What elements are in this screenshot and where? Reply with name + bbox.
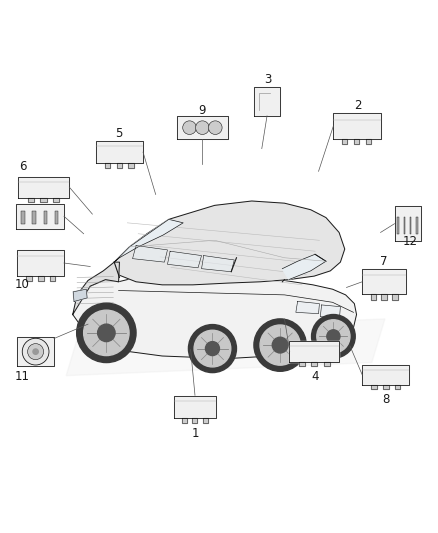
- Polygon shape: [174, 395, 216, 418]
- Polygon shape: [38, 276, 44, 281]
- Polygon shape: [362, 365, 410, 385]
- Polygon shape: [332, 113, 381, 139]
- Polygon shape: [53, 198, 60, 201]
- Circle shape: [28, 344, 44, 360]
- Bar: [416, 217, 417, 234]
- Polygon shape: [289, 341, 339, 362]
- Bar: [403, 217, 405, 234]
- Text: 5: 5: [115, 127, 122, 140]
- Text: 9: 9: [199, 104, 206, 117]
- Polygon shape: [28, 198, 34, 201]
- Polygon shape: [114, 201, 345, 285]
- Circle shape: [327, 330, 340, 343]
- Polygon shape: [254, 87, 280, 116]
- Circle shape: [84, 310, 129, 356]
- Polygon shape: [73, 275, 357, 358]
- Polygon shape: [203, 418, 208, 423]
- Polygon shape: [395, 385, 400, 389]
- Polygon shape: [117, 164, 122, 168]
- Polygon shape: [311, 362, 317, 366]
- Polygon shape: [105, 164, 110, 168]
- Bar: [44, 211, 47, 224]
- Circle shape: [196, 121, 209, 134]
- Polygon shape: [128, 164, 134, 168]
- Polygon shape: [371, 294, 376, 300]
- Polygon shape: [353, 139, 360, 143]
- Polygon shape: [26, 276, 32, 281]
- Polygon shape: [192, 418, 198, 423]
- Polygon shape: [371, 385, 377, 389]
- Polygon shape: [182, 418, 187, 423]
- Polygon shape: [362, 269, 406, 294]
- Circle shape: [33, 349, 38, 354]
- Circle shape: [205, 342, 219, 356]
- Polygon shape: [17, 337, 54, 367]
- Polygon shape: [392, 294, 398, 300]
- Text: 11: 11: [15, 370, 30, 383]
- Polygon shape: [73, 262, 120, 314]
- Polygon shape: [114, 220, 183, 262]
- Text: 8: 8: [382, 393, 389, 406]
- Polygon shape: [299, 362, 305, 366]
- Text: 3: 3: [264, 73, 272, 86]
- Circle shape: [272, 337, 288, 353]
- Text: 10: 10: [14, 278, 29, 292]
- Polygon shape: [381, 294, 387, 300]
- Polygon shape: [73, 289, 87, 302]
- Polygon shape: [40, 198, 46, 201]
- Circle shape: [208, 121, 222, 134]
- Polygon shape: [96, 141, 143, 164]
- Bar: [55, 211, 58, 224]
- Bar: [410, 217, 411, 234]
- Polygon shape: [177, 116, 228, 139]
- Bar: [397, 217, 399, 234]
- Text: 6: 6: [19, 159, 26, 173]
- Circle shape: [98, 324, 115, 342]
- Polygon shape: [342, 139, 347, 143]
- Polygon shape: [320, 305, 340, 318]
- Text: 12: 12: [403, 235, 418, 248]
- Bar: [32, 211, 36, 224]
- Polygon shape: [167, 251, 201, 268]
- Text: 2: 2: [354, 99, 362, 112]
- Polygon shape: [395, 206, 421, 241]
- Polygon shape: [66, 319, 385, 376]
- Circle shape: [22, 338, 49, 365]
- Polygon shape: [17, 250, 64, 276]
- Polygon shape: [283, 254, 326, 280]
- Circle shape: [183, 121, 196, 134]
- Bar: [21, 211, 25, 224]
- Text: 1: 1: [191, 427, 199, 440]
- Circle shape: [188, 325, 237, 373]
- Polygon shape: [366, 139, 371, 143]
- Polygon shape: [383, 385, 389, 389]
- Circle shape: [77, 303, 136, 362]
- Polygon shape: [296, 302, 319, 313]
- Polygon shape: [133, 246, 167, 262]
- Polygon shape: [50, 276, 56, 281]
- Circle shape: [317, 320, 350, 353]
- Text: 4: 4: [311, 370, 319, 383]
- Text: 7: 7: [380, 255, 388, 268]
- Circle shape: [260, 325, 300, 365]
- Polygon shape: [201, 256, 234, 272]
- Polygon shape: [18, 176, 69, 198]
- Circle shape: [194, 330, 231, 367]
- Polygon shape: [324, 362, 330, 366]
- Polygon shape: [16, 204, 64, 229]
- Circle shape: [311, 314, 355, 358]
- Circle shape: [254, 319, 306, 372]
